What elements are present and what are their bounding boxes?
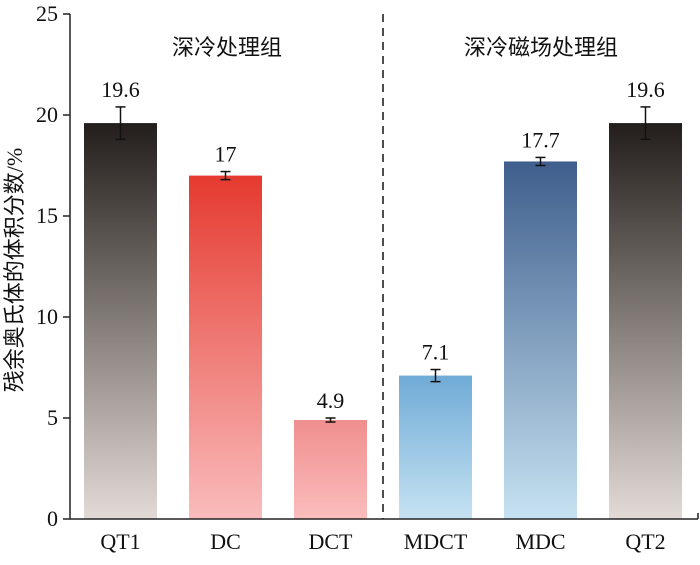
x-tick-label: MDCT [404,529,468,554]
x-tick-label: MDC [515,529,565,554]
x-tick-label: DCT [309,529,354,554]
group-label-dc: 深冷处理组 [172,35,282,60]
value-label: 19.6 [626,77,665,102]
error-bar-DC [220,170,231,181]
bar-MDCT [399,375,472,519]
y-tick-label: 10 [36,304,58,329]
value-label: 19.6 [101,77,140,102]
y-tick-label: 25 [36,1,58,26]
bar-MDC [504,161,577,519]
x-tick-label: DC [210,529,241,554]
error-bar-QT1 [115,106,126,140]
y-tick-label: 0 [47,506,58,531]
bar-QT2 [609,123,682,519]
y-tick-label: 20 [36,102,58,127]
value-label: 17 [215,142,237,167]
value-label: 7.1 [422,340,450,365]
error-bar-MDCT [430,368,441,383]
y-tick-label: 5 [47,405,58,430]
bar-QT1 [84,123,157,519]
bar-DCT [294,420,367,519]
error-bar-DCT [325,417,336,423]
group-label-mdc: 深冷磁场处理组 [464,35,618,60]
value-label: 17.7 [521,127,560,152]
bar-DC [189,175,262,519]
x-tick-label: QT1 [100,529,140,554]
error-bar-MDC [535,156,546,167]
error-bar-QT2 [640,106,651,140]
x-tick-label: QT2 [625,529,665,554]
y-axis-label: 残余奥氏体的体积分数/% [2,148,27,392]
value-label: 4.9 [317,388,345,413]
y-tick-label: 15 [36,203,58,228]
